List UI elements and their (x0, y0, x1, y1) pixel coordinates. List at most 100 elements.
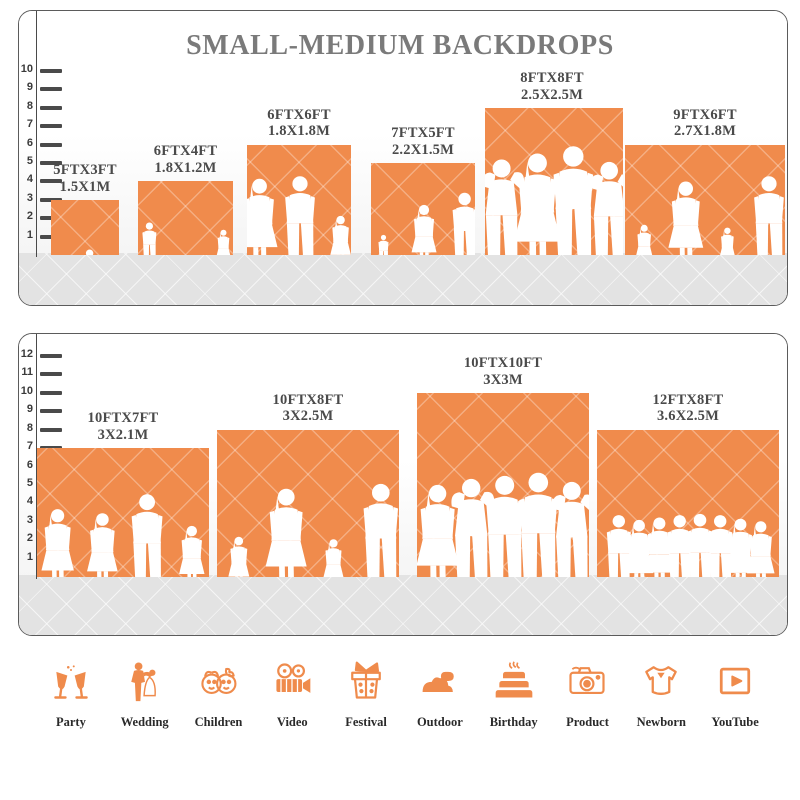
bride-groom-icon (123, 655, 167, 707)
two-kids-faces-icon (196, 655, 240, 707)
bar-caption-imperial: 8FTX8FT (520, 69, 584, 86)
y-tick-label: 2 (26, 210, 33, 223)
y-tick (40, 427, 62, 432)
usage-icon-newborn[interactable]: Newborn (624, 655, 698, 730)
silhouette-group (142, 222, 231, 255)
bar-caption-metric: 3X2.1M (97, 426, 149, 443)
page-title: SMALL-MEDIUM BACKDROPS (186, 30, 614, 61)
bar-caption-metric: 3X2.5M (282, 408, 334, 425)
usage-icon-label: Video (276, 715, 308, 729)
y-tick-label: 6 (26, 136, 33, 149)
gift-box-icon (344, 655, 388, 707)
y-tick-label: 1 (26, 228, 33, 241)
bar-caption-imperial: 9FTX6FT (673, 106, 737, 123)
y-tick (40, 124, 62, 129)
y-tick-label: 9 (26, 403, 33, 416)
silhouette-group (41, 494, 205, 577)
bar-12ftx8ft (597, 429, 779, 577)
y-tick-label: 3 (26, 191, 33, 204)
y-tick (40, 161, 62, 165)
bar-caption-metric: 3.6X2.5M (656, 408, 719, 425)
usage-icon-video[interactable]: Video (255, 655, 329, 730)
floor-band (19, 575, 787, 635)
usage-icon-wedding[interactable]: Wedding (108, 655, 182, 730)
bar-caption-metric: 1.8X1.2M (154, 160, 217, 177)
bar-6ftx4ft (138, 181, 233, 255)
y-tick (40, 105, 62, 110)
bar-caption-imperial: 10FTX7FT (87, 410, 159, 427)
y-axis-line (36, 11, 38, 257)
y-tick-label: 2 (26, 532, 33, 545)
usage-icon-product[interactable]: Product (551, 655, 625, 730)
cloud-hill-icon (418, 655, 462, 707)
usage-icon-strip: Party Wedding Children Video Festival Outdoor… (18, 655, 788, 765)
bar-caption-metric: 1.5X1M (59, 178, 111, 195)
y-tick-label: 7 (26, 440, 33, 453)
champagne-glasses-icon (49, 655, 93, 707)
bar-6ftx6ft (247, 144, 351, 255)
y-tick-label: 5 (26, 155, 33, 167)
bar-caption: 6FTX6FT 1.8X1.8M (229, 107, 369, 141)
y-tick-label: 3 (26, 513, 33, 526)
bar-caption-imperial: 10FTX10FT (463, 354, 543, 371)
y-tick-label: 4 (26, 495, 33, 508)
y-tick-label: 11 (21, 366, 33, 379)
y-tick-label: 7 (26, 118, 33, 131)
y-tick-label: 8 (26, 99, 33, 112)
silhouette-group (85, 249, 94, 255)
bar-caption: 10FTX8FT 3X2.5M (238, 392, 378, 426)
bar-caption-metric: 2.7X1.8M (673, 123, 736, 140)
y-tick (40, 354, 62, 358)
y-tick-label: 6 (26, 458, 33, 471)
usage-icon-label: Party (55, 715, 86, 729)
usage-icon-youtube[interactable]: YouTube (698, 655, 772, 730)
y-axis-line (36, 334, 38, 579)
y-tick-label: 8 (26, 421, 33, 434)
bar-caption-imperial: 5FTX3FT (53, 161, 117, 178)
usage-icon-label: Birthday (489, 715, 538, 729)
bar-5ftx3ft (51, 199, 119, 255)
bar-caption-metric: 2.2X1.5M (391, 141, 454, 158)
y-tick-label: 12 (20, 348, 33, 360)
usage-icon-label: Wedding (120, 715, 169, 729)
y-tick-label: 9 (26, 81, 33, 94)
usage-icon-label: Outdoor (416, 715, 463, 729)
silhouette-group (247, 175, 351, 255)
y-tick-label: 5 (26, 476, 33, 489)
silhouette-group (228, 483, 399, 577)
usage-icon-party[interactable]: Party (34, 655, 108, 730)
usage-icon-outdoor[interactable]: Outdoor (403, 655, 477, 730)
birthday-cake-icon (492, 655, 536, 707)
bar-caption: 6FTX4FT 1.8X1.2M (116, 143, 256, 177)
y-tick (40, 179, 62, 184)
silhouette-group (378, 192, 475, 255)
silhouette-group (485, 145, 623, 255)
bar-caption-imperial: 12FTX8FT (652, 391, 724, 408)
movie-camera-icon (270, 655, 314, 707)
chart-panel-large: 1 2 3 4 5 6 7 8 9 10 11 12 10FTX7FT 3X2.1M 10FTX8FT 3X… (18, 333, 788, 636)
bar-caption-metric: 1.8X1.8M (267, 123, 330, 140)
y-tick-label: 4 (26, 173, 33, 186)
bar-caption: 10FTX7FT 3X2.1M (53, 410, 193, 444)
usage-icon-label: Festival (345, 715, 387, 729)
bar-10ftx10ft (417, 392, 589, 577)
bar-caption: 5FTX3FT 1.5X1M (19, 161, 155, 196)
y-tick-label: 1 (26, 550, 33, 563)
usage-icon-birthday[interactable]: Birthday (477, 655, 551, 730)
usage-icon-label: Product (566, 715, 609, 729)
silhouette-group (636, 175, 784, 255)
bar-caption: 9FTX6FT 2.7X1.8M (635, 107, 775, 141)
silhouette-group (606, 513, 775, 577)
bar-caption-metric: 2.5X2.5M (520, 86, 583, 103)
usage-icon-label: Newborn (636, 715, 686, 729)
bar-caption: 7FTX5FT 2.2X1.5M (353, 125, 493, 159)
usage-icon-festival[interactable]: Festival (329, 655, 403, 730)
play-button-icon (713, 655, 757, 707)
usage-icon-children[interactable]: Children (182, 655, 256, 730)
y-tick (40, 87, 62, 92)
y-tick-label: 10 (20, 63, 33, 75)
bar-caption: 10FTX10FT 3X3M (433, 355, 573, 389)
bar-10ftx7ft (37, 448, 209, 577)
chart-panel-small-medium: 1 2 3 4 5 6 7 8 9 10 5FTX3FT 1.5X1M 6FTX4FT 1.8X1.2M… (18, 10, 788, 306)
